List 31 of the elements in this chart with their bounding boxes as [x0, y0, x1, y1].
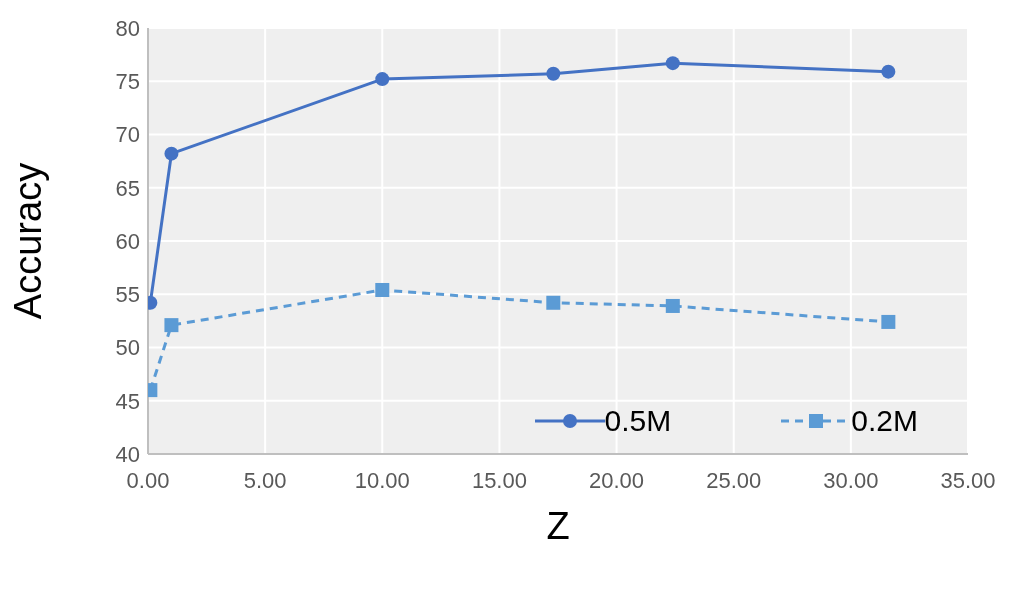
y-tick-label: 40: [115, 441, 140, 467]
point: [375, 72, 390, 87]
point: [546, 66, 561, 81]
legend-label: 0.2M: [851, 404, 918, 438]
x-tick-label: 20.00: [589, 467, 645, 493]
y-tick-label: 45: [115, 388, 140, 414]
y-tick-label: 70: [115, 122, 140, 148]
x-tick-label: 30.00: [823, 467, 879, 493]
point: [881, 314, 896, 329]
x-axis-title: Z: [546, 505, 570, 547]
point: [546, 295, 561, 310]
point: [375, 282, 390, 297]
y-tick-label: 50: [115, 335, 140, 361]
legend-label: 0.5M: [604, 404, 672, 438]
point: [665, 298, 680, 313]
x-tick-label: 15.00: [471, 467, 527, 493]
x-tick-label: 25.00: [706, 467, 762, 493]
point: [164, 146, 179, 161]
x-tick-label: 5.00: [243, 467, 287, 493]
point: [164, 318, 179, 333]
y-tick-label: 80: [115, 15, 140, 41]
point: [665, 56, 680, 71]
y-axis-title: Accuracy: [7, 162, 50, 320]
y-tick-label: 65: [115, 175, 140, 201]
x-tick-label: 0.00: [126, 467, 170, 493]
x-tick-label: 10.00: [354, 467, 410, 493]
y-tick-label: 55: [115, 282, 140, 308]
point: [881, 64, 896, 79]
y-tick-label: 60: [115, 228, 140, 254]
y-tick-label: 75: [115, 69, 140, 95]
x-tick-label: 35.00: [940, 467, 996, 493]
